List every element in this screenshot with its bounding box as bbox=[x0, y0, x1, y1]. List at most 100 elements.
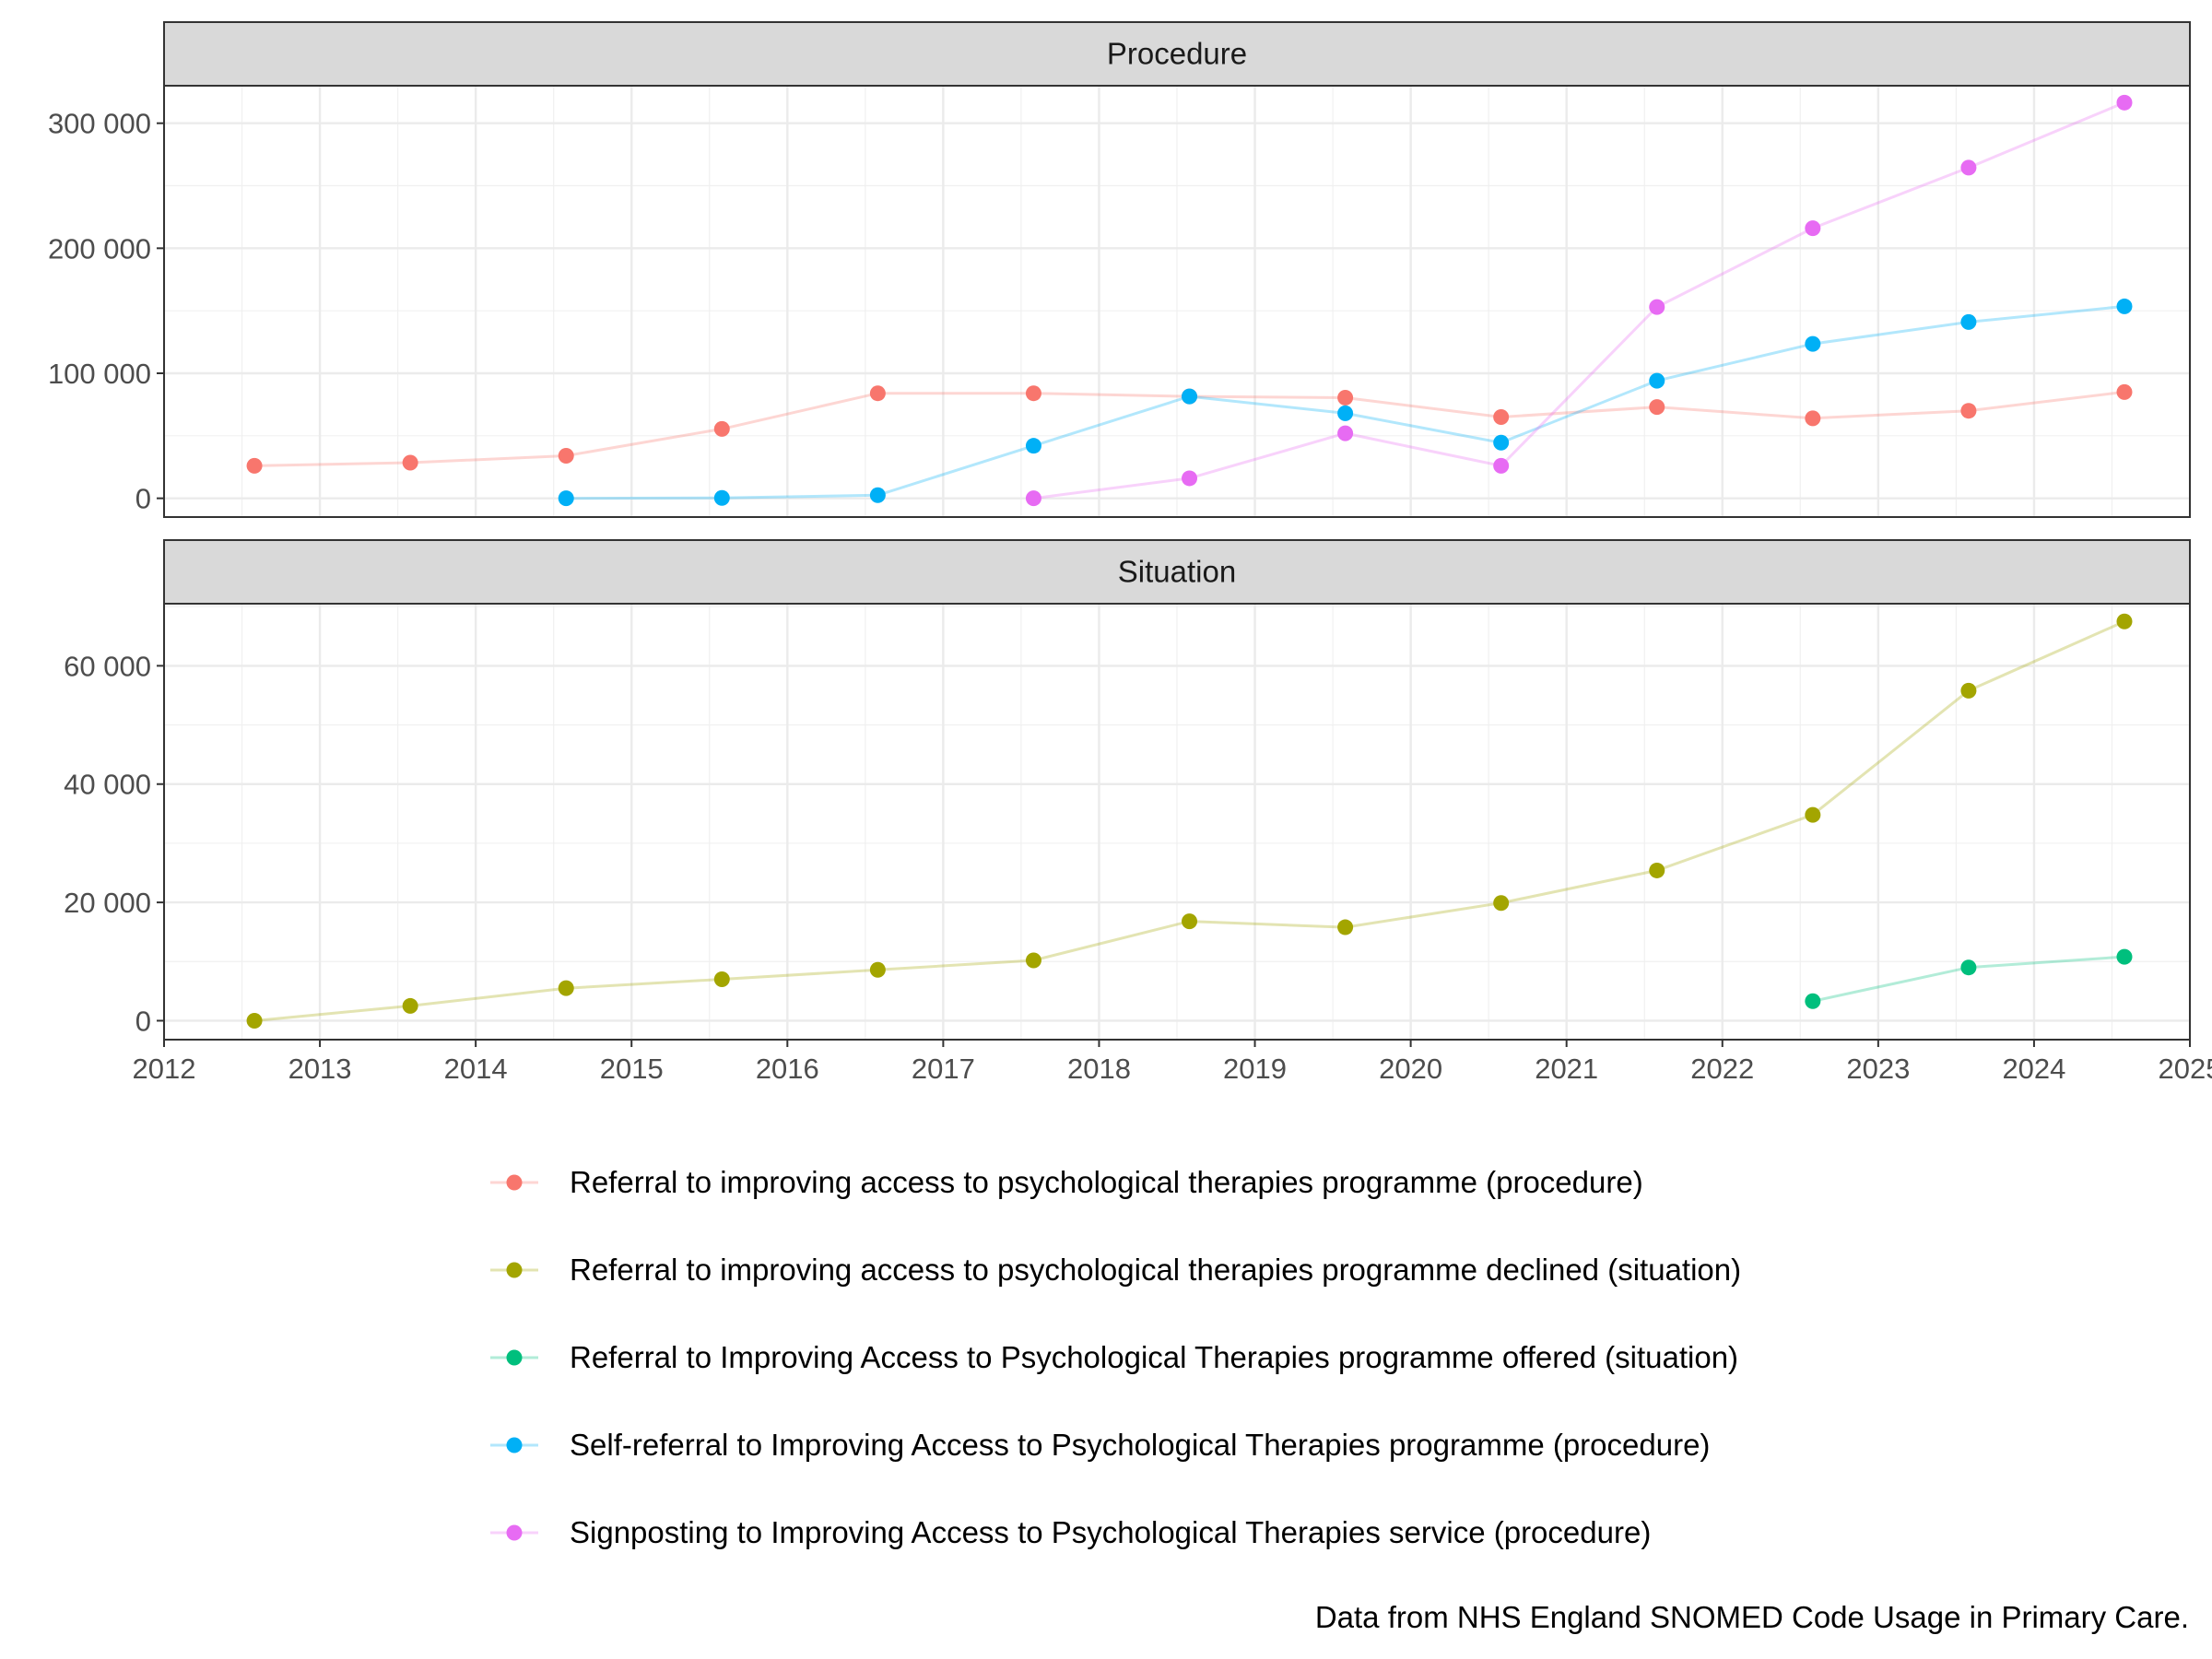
data-point bbox=[1805, 410, 1821, 427]
data-point bbox=[2116, 948, 2133, 965]
x-tick-label: 2018 bbox=[1067, 1053, 1131, 1085]
panel-border bbox=[163, 603, 2191, 1041]
data-point bbox=[1805, 806, 1821, 823]
data-point bbox=[1805, 335, 1821, 352]
legend-label: Referral to improving access to psycholo… bbox=[570, 1165, 1643, 1199]
x-tick-label: 2014 bbox=[444, 1053, 508, 1085]
data-point bbox=[1025, 490, 1041, 507]
legend-label: Signposting to Improving Access to Psych… bbox=[570, 1515, 1651, 1549]
series-4 bbox=[1025, 94, 2133, 507]
legend: Referral to improving access to psycholo… bbox=[490, 1165, 1741, 1549]
legend-key-point bbox=[506, 1262, 523, 1278]
panel-border bbox=[163, 85, 2191, 518]
data-point bbox=[1025, 385, 1041, 402]
y-tick-label: 40 000 bbox=[64, 769, 151, 801]
x-tick-label: 2023 bbox=[1846, 1053, 1910, 1085]
panel-strip bbox=[163, 21, 2191, 87]
data-point bbox=[246, 457, 263, 474]
x-tick-label: 2020 bbox=[1379, 1053, 1442, 1085]
data-point bbox=[1960, 159, 1977, 176]
data-point bbox=[1025, 438, 1041, 454]
data-point bbox=[2116, 94, 2133, 111]
x-tick-label: 2015 bbox=[600, 1053, 664, 1085]
legend-item: Referral to improving access to psycholo… bbox=[490, 1253, 1741, 1287]
data-point bbox=[2116, 383, 2133, 400]
data-point bbox=[2116, 298, 2133, 314]
data-point bbox=[1182, 470, 1198, 487]
legend-key-point bbox=[506, 1349, 523, 1366]
legend-key-point bbox=[506, 1524, 523, 1541]
x-tick-label: 2013 bbox=[288, 1053, 352, 1085]
data-point bbox=[1337, 919, 1354, 935]
x-tick-label: 2024 bbox=[2002, 1053, 2065, 1085]
legend-label: Self-referral to Improving Access to Psy… bbox=[570, 1428, 1710, 1462]
x-tick-label: 2022 bbox=[1690, 1053, 1754, 1085]
data-point bbox=[1805, 993, 1821, 1009]
panel-title: Situation bbox=[1118, 555, 1236, 589]
data-point bbox=[558, 448, 574, 465]
y-tick-label: 200 000 bbox=[48, 232, 151, 265]
data-point bbox=[1182, 388, 1198, 405]
legend-label: Referral to Improving Access to Psycholo… bbox=[570, 1340, 1738, 1374]
legend-item: Signposting to Improving Access to Psych… bbox=[490, 1515, 1651, 1549]
data-point bbox=[1960, 959, 1977, 976]
panel-title: Procedure bbox=[1107, 37, 1247, 71]
data-point bbox=[1649, 399, 1665, 416]
x-tick-label: 2025 bbox=[2159, 1053, 2212, 1085]
series-2 bbox=[1805, 948, 2133, 1009]
legend-label: Referral to improving access to psycholo… bbox=[570, 1253, 1741, 1287]
x-tick-label: 2019 bbox=[1223, 1053, 1287, 1085]
chart-panels: Procedure 0 100 000 200 000 300 000 Situation… bbox=[48, 21, 2192, 1041]
data-point bbox=[558, 980, 574, 996]
data-point bbox=[869, 385, 886, 402]
data-point bbox=[1649, 372, 1665, 389]
data-point bbox=[1493, 434, 1510, 451]
data-point bbox=[713, 971, 730, 988]
x-tick-label: 2012 bbox=[133, 1053, 196, 1085]
data-point bbox=[1337, 425, 1354, 441]
data-point bbox=[402, 997, 418, 1014]
data-point bbox=[246, 1012, 263, 1029]
data-point bbox=[1493, 408, 1510, 425]
panel-strip bbox=[163, 539, 2191, 605]
series-1 bbox=[246, 613, 2133, 1029]
data-point bbox=[713, 489, 730, 506]
series-line bbox=[1033, 100, 2125, 500]
y-tick-label: 0 bbox=[135, 483, 151, 515]
data-point bbox=[1805, 220, 1821, 237]
panel-procedure: Procedure 0 100 000 200 000 300 000 bbox=[48, 21, 2192, 518]
data-point bbox=[869, 487, 886, 503]
legend-item: Referral to improving access to psycholo… bbox=[490, 1165, 1643, 1199]
data-point bbox=[1960, 682, 1977, 699]
x-tick-label: 2021 bbox=[1535, 1053, 1598, 1085]
data-point bbox=[1493, 895, 1510, 912]
data-point bbox=[1493, 457, 1510, 474]
data-point bbox=[1025, 952, 1041, 969]
data-point bbox=[1182, 913, 1198, 930]
data-point bbox=[1649, 299, 1665, 315]
y-tick-label: 60 000 bbox=[64, 650, 151, 682]
data-point bbox=[1337, 405, 1354, 421]
data-point bbox=[869, 961, 886, 978]
legend-key-point bbox=[506, 1437, 523, 1453]
data-point bbox=[1649, 862, 1665, 878]
series-3 bbox=[558, 298, 2133, 507]
x-axis: 2012 2013 2014 2015 2016 2017 2018 2019 2020 2021… bbox=[133, 1040, 2212, 1085]
data-point bbox=[2116, 613, 2133, 629]
y-tick-label: 100 000 bbox=[48, 358, 151, 390]
caption: Data from NHS England SNOMED Code Usage … bbox=[1315, 1600, 2189, 1634]
panel-situation: Situation 0 20 000 40 000 60 000 bbox=[64, 539, 2192, 1041]
x-tick-label: 2017 bbox=[912, 1053, 975, 1085]
y-tick-label: 20 000 bbox=[64, 887, 151, 919]
data-point bbox=[713, 420, 730, 437]
data-point bbox=[1960, 403, 1977, 419]
data-point bbox=[558, 490, 574, 507]
legend-key-point bbox=[506, 1174, 523, 1191]
legend-item: Referral to Improving Access to Psycholo… bbox=[490, 1340, 1738, 1374]
data-point bbox=[1960, 313, 1977, 330]
y-tick-label: 0 bbox=[135, 1005, 151, 1037]
x-tick-label: 2016 bbox=[756, 1053, 819, 1085]
y-tick-label: 300 000 bbox=[48, 108, 151, 140]
data-point bbox=[1337, 389, 1354, 406]
